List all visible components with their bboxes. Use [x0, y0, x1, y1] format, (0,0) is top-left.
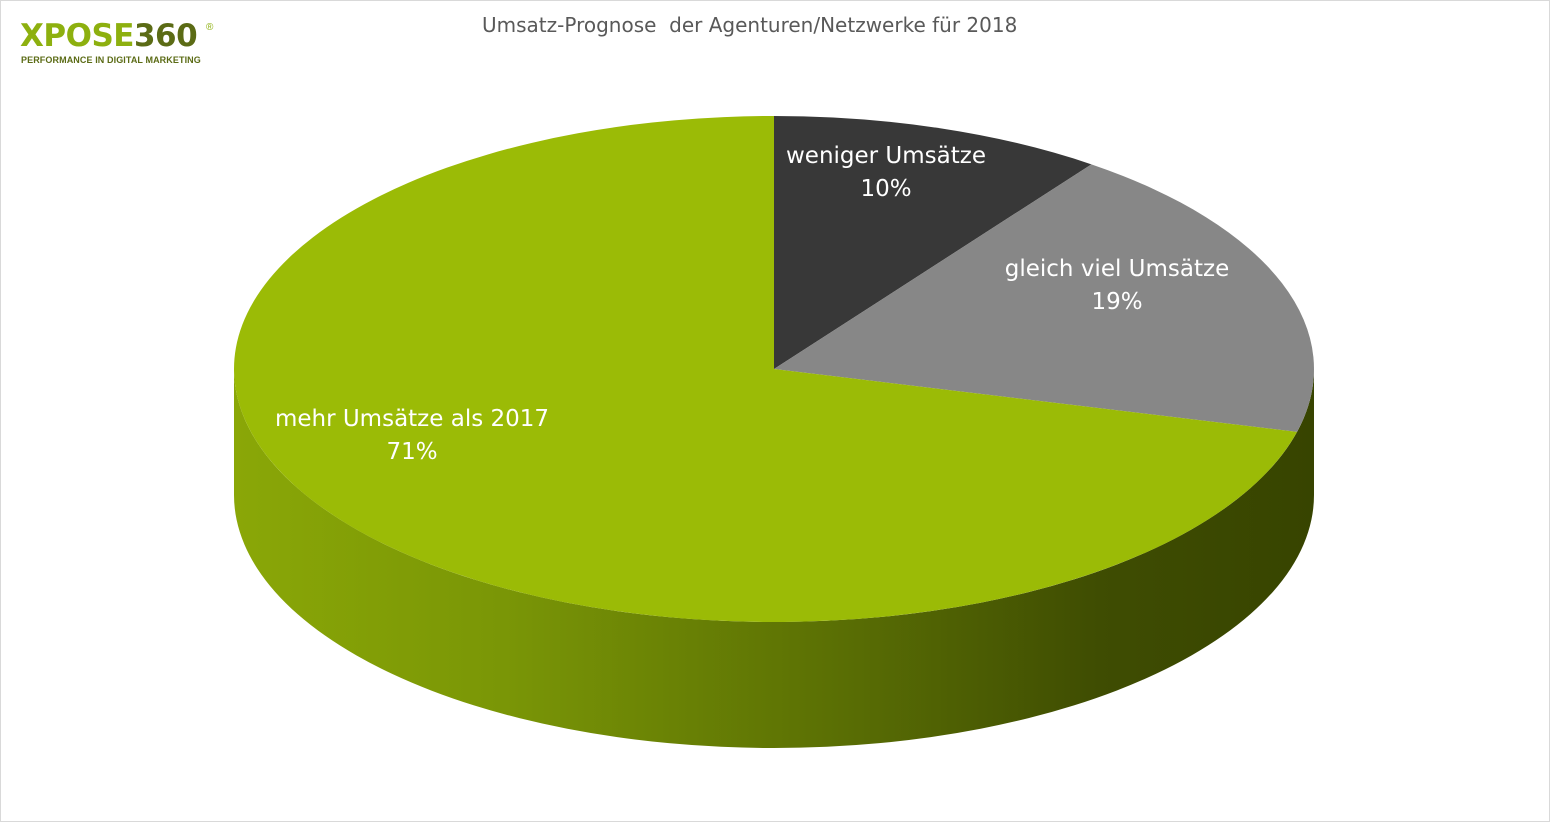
logo-tagline: PERFORMANCE IN DIGITAL MARKETING: [21, 55, 201, 65]
pie-slice: [234, 116, 1298, 622]
xpose360-logo: XPOSE360 ® PERFORMANCE IN DIGITAL MARKET…: [20, 18, 220, 70]
logo-registered-mark: ®: [206, 22, 214, 33]
chart-title: Umsatz-Prognose der Agenturen/Netzwerke …: [482, 13, 1018, 37]
pie-side-layer: [234, 369, 1314, 748]
slice-category-label: gleich viel Umsätze: [1005, 256, 1229, 282]
pie-side-wall: [234, 369, 1314, 748]
logo-wordmark: XPOSE360: [20, 18, 198, 54]
slice-value-label: 10%: [860, 176, 911, 202]
pie-top-layer: [234, 116, 1314, 622]
pie-label-layer: weniger Umsätze 10% gleich viel Umsätze 19%…: [275, 143, 1229, 465]
pie-slice: [774, 164, 1314, 432]
pie-slice: [774, 116, 1092, 369]
logo-number: 360: [133, 18, 198, 54]
logo-brand: XPOSE: [20, 18, 134, 54]
slice-value-label: 19%: [1091, 289, 1142, 315]
slice-value-label: 71%: [386, 439, 437, 465]
slice-category-label: weniger Umsätze: [786, 143, 986, 169]
slice-category-label: mehr Umsätze als 2017: [275, 406, 549, 432]
